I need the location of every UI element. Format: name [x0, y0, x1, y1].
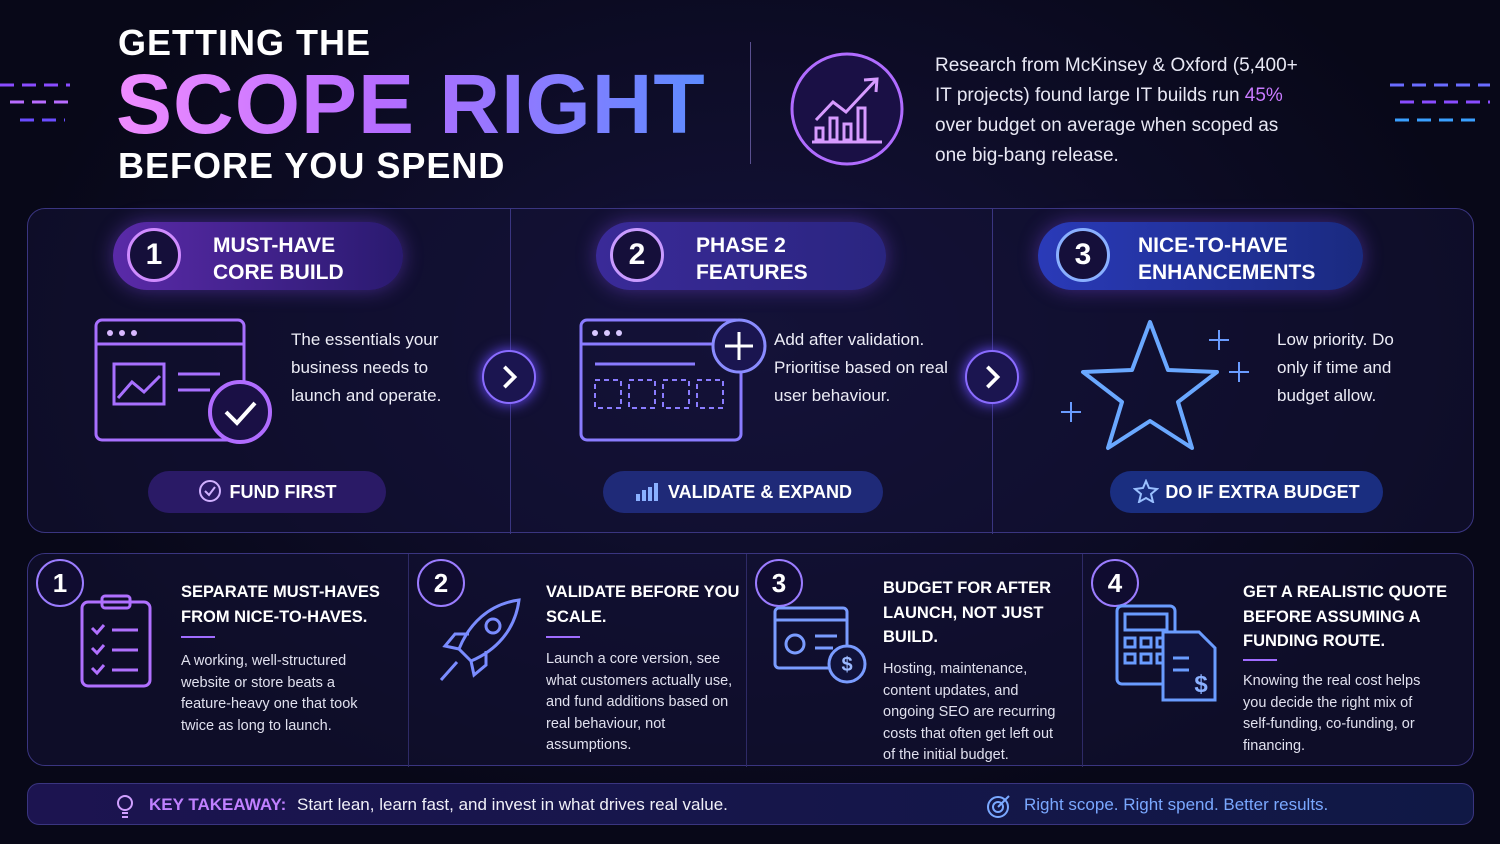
chart-icon	[790, 52, 904, 166]
underline	[1243, 659, 1277, 661]
star-icon	[1061, 320, 1249, 450]
line: NICE-TO-HAVE	[1138, 234, 1288, 257]
tip-body: Knowing the real cost helps you decide t…	[1243, 673, 1421, 754]
tip-number: 1	[36, 559, 84, 607]
tip: 2 VALIDATE BEFORE YOU SCALE. Launch a co…	[408, 554, 770, 767]
svg-text:$: $	[841, 654, 852, 676]
tagline: Right scope. Right spend. Better results…	[1024, 795, 1329, 814]
arrow	[965, 350, 1019, 404]
phase-description: Low priority. Do only if time and budget…	[1277, 330, 1394, 405]
browser-check-icon	[94, 318, 272, 444]
line: ENHANCEMENTS	[1138, 261, 1316, 284]
research: Research from McKinsey & Oxford (5,400+ …	[935, 55, 1298, 106]
phase-pill: 1 MUST-HAVE CORE BUILD	[113, 222, 403, 290]
phase-button: VALIDATE & EXPAND	[603, 471, 883, 513]
rocket-icon	[439, 598, 521, 681]
research-text: Research from McKinsey & Oxford (5,400+ …	[935, 51, 1305, 171]
phase-description: The essentials your business needs to la…	[291, 330, 442, 405]
tip: 3 $ BUDGET FOR AFTER LAUNCH, NOT JUST BU…	[746, 554, 1108, 767]
button-label: FUND FIRST	[229, 482, 337, 502]
tip-number: 3	[755, 559, 803, 607]
divider	[750, 42, 751, 164]
decor	[1390, 83, 1490, 122]
clipboard-icon	[80, 594, 152, 688]
tip-body: Launch a core version, see what customer…	[546, 651, 733, 753]
budget-icon: $	[773, 606, 867, 684]
line: MUST-HAVE	[213, 234, 336, 257]
underline	[546, 636, 580, 638]
tip-title: BUDGET FOR AFTER LAUNCH, NOT JUST BUILD.	[883, 579, 1052, 646]
tip-number: 2	[417, 559, 465, 607]
phase-pill: 2 PHASE 2 FEATURES	[596, 222, 886, 290]
research: over budget on average when scoped as on…	[935, 115, 1279, 166]
line: CORE BUILD	[213, 261, 344, 284]
tip-title: SEPARATE MUST-HAVES FROM NICE-TO-HAVES.	[181, 583, 380, 626]
phase-title: MUST-HAVE CORE BUILD	[213, 232, 344, 286]
highlight: 45%	[1244, 85, 1283, 106]
tip-title: VALIDATE BEFORE YOU SCALE.	[546, 583, 740, 626]
takeaway-text: Start lean, learn fast, and invest in wh…	[297, 795, 728, 814]
tip-title: GET A REALISTIC QUOTE BEFORE ASSUMING A …	[1243, 583, 1448, 650]
phase-number: 2	[610, 228, 664, 282]
phase-title: NICE-TO-HAVE ENHANCEMENTS	[1138, 232, 1315, 286]
svg-text:$: $	[1194, 671, 1208, 698]
browser-plus-icon	[579, 318, 767, 442]
phase-number: 3	[1056, 228, 1110, 282]
tip-body: A working, well-structured website or st…	[181, 653, 358, 734]
bulb-icon	[117, 795, 133, 818]
title-bottom: BEFORE YOU SPEND	[118, 145, 506, 186]
phase-button: DO IF EXTRA BUDGET	[1110, 471, 1383, 513]
tips-panel: 1 SEPARATE MUST-HAVES FROM NICE-TO-HAVES…	[27, 553, 1475, 767]
phases-panel: 1 MUST-HAVE CORE BUILD The essentials your…	[27, 208, 1474, 534]
target-icon	[987, 795, 1010, 818]
phase-card: 1 MUST-HAVE CORE BUILD The essentials your…	[28, 209, 510, 534]
takeaway-label: KEY TAKEAWAY:	[149, 795, 287, 814]
phase-pill: 3 NICE-TO-HAVE ENHANCEMENTS	[1038, 222, 1363, 290]
underline	[181, 636, 215, 638]
line: FEATURES	[696, 261, 808, 284]
arrow	[482, 350, 536, 404]
footer: KEY TAKEAWAY: Start lean, learn fast, an…	[27, 783, 1474, 825]
line: PHASE 2	[696, 234, 786, 257]
button-label: VALIDATE & EXPAND	[667, 482, 852, 502]
title-main: SCOPE RIGHT	[116, 57, 706, 151]
tip: 4 $ GET A REALISTIC QUOTE BEFORE ASSUMIN…	[1082, 554, 1475, 767]
phase-title: PHASE 2 FEATURES	[696, 232, 808, 286]
tip-body: Hosting, maintenance, content updates, a…	[883, 661, 1056, 763]
calculator-icon: $	[1115, 604, 1217, 702]
decor	[0, 83, 70, 122]
title-top: GETTING THE	[118, 22, 371, 63]
phase-card: 2 PHASE 2 FEATURES Add after validation. P…	[510, 209, 992, 534]
phase-number: 1	[127, 228, 181, 282]
tip: 1 SEPARATE MUST-HAVES FROM NICE-TO-HAVES…	[28, 554, 390, 767]
phase-description: Add after validation. Prioritise based o…	[774, 330, 948, 405]
tip-number: 4	[1091, 559, 1139, 607]
button-label: DO IF EXTRA BUDGET	[1165, 482, 1360, 502]
phase-card: 3 NICE-TO-HAVE ENHANCEMENTS Low priority. …	[992, 209, 1474, 534]
phase-button: FUND FIRST	[148, 471, 386, 513]
